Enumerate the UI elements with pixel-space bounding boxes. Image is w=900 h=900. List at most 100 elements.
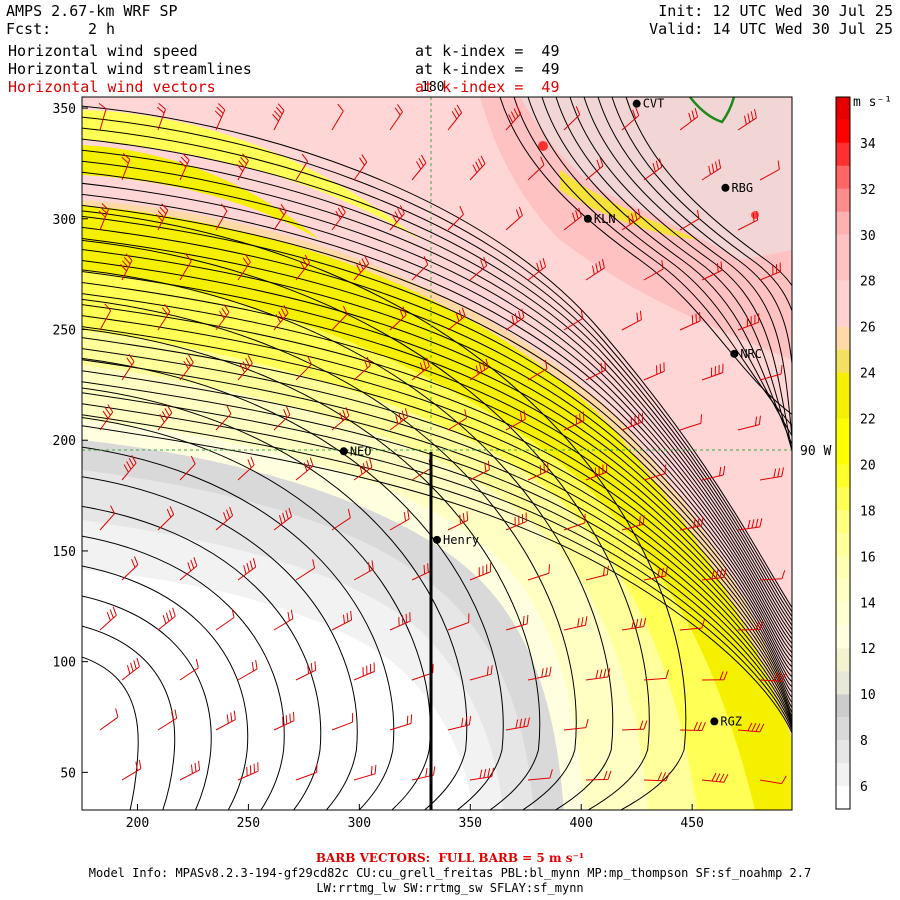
streamline-ne-3 — [541, 97, 792, 446]
colorbar-bin-18 — [836, 326, 850, 350]
wind-barb-117 — [643, 567, 668, 581]
field-name-streamlines: Horizontal wind streamlines — [8, 60, 252, 78]
y-tick-label-3: 200 — [53, 434, 76, 449]
wind-barb-67 — [527, 359, 548, 381]
streamline-arc-14 — [82, 240, 650, 810]
colorbar-bin-3 — [836, 717, 850, 741]
wind-barb-77 — [389, 408, 409, 431]
station-marker-neo — [339, 447, 348, 456]
wind-barb-34 — [679, 209, 700, 231]
colorbar-bin-6 — [836, 648, 850, 672]
wind-barb-13 — [179, 153, 190, 181]
colorbar-bin-17 — [836, 349, 850, 373]
wind-barb-110 — [237, 558, 257, 581]
colorbar-bin-14 — [836, 464, 850, 488]
wind-barb-66 — [469, 358, 489, 381]
init-time: Init: 12 UTC Wed 30 Jul 25 — [658, 2, 893, 20]
streamline-arc-0 — [82, 656, 139, 810]
wind-barb-59 — [737, 313, 760, 331]
x-tick-label-0: 200 — [126, 816, 149, 831]
wind-barb-11 — [737, 109, 757, 131]
colorbar-bin-21 — [836, 211, 850, 235]
wind-barb-98 — [215, 506, 234, 531]
field-level-speed: at k-index = 49 — [415, 42, 560, 60]
streamline-flow-12 — [82, 237, 792, 663]
streamline-arc-6 — [82, 476, 358, 810]
wind-barb-112 — [353, 560, 374, 581]
streamline-ne-8 — [611, 97, 792, 313]
colorbar-bin-4 — [836, 694, 850, 718]
wind-barb-111 — [295, 559, 315, 581]
stations: CVT RBG KLN NRC NEO Henry RGZ — [339, 97, 762, 728]
wind-barb-39 — [295, 254, 311, 281]
wind-barb-106 — [679, 516, 704, 531]
colorbar-bin-11 — [836, 533, 850, 557]
wind-barb-62 — [237, 355, 253, 381]
wind-barb-104 — [563, 513, 586, 531]
x-tick-label-4: 400 — [569, 816, 592, 831]
wind-barb-126 — [447, 613, 470, 631]
streamline-flow-2 — [82, 127, 792, 618]
wind-barb-137 — [411, 663, 434, 681]
speed-band-6 — [82, 570, 473, 810]
wind-barb-6 — [447, 104, 463, 131]
streamline-flow-3 — [82, 138, 792, 622]
x-tick-label-3: 350 — [459, 816, 482, 831]
colorbar-bin-0 — [836, 786, 850, 809]
wind-barb-16 — [353, 154, 368, 181]
streamline-arc-1 — [82, 625, 176, 810]
streamline-ne-5 — [569, 97, 792, 455]
streamline-flow-29 — [82, 425, 792, 735]
wind-barb-157 — [179, 760, 201, 781]
colorbar-bin-7 — [836, 625, 850, 649]
wind-barb-24 — [98, 203, 109, 231]
wind-barb-35 — [737, 211, 759, 231]
colorbar-bin-19 — [836, 280, 850, 327]
wind-barb-86 — [237, 456, 255, 481]
wind-barb-45 — [643, 260, 664, 281]
wind-barb-37 — [179, 253, 192, 281]
wind-barb-139 — [527, 666, 552, 681]
streamline-flow-1 — [82, 116, 792, 613]
streamline-arc-3 — [82, 565, 249, 810]
wind-barb-48 — [99, 303, 112, 331]
x-tick-label-2: 300 — [348, 816, 371, 831]
wind-barb-50 — [215, 304, 230, 331]
streamline-ne-6 — [583, 97, 792, 442]
wind-barb-46 — [701, 261, 723, 281]
wind-barb-44 — [585, 258, 605, 281]
wind-barb-76 — [331, 407, 350, 431]
wind-barb-60 — [121, 354, 135, 381]
colorbar-label-7: 20 — [860, 458, 876, 473]
wind-barb-8 — [563, 106, 581, 131]
station-marker-kln — [583, 214, 592, 223]
wind-barb-125 — [389, 612, 411, 631]
y-tick-label-6: 50 — [60, 766, 76, 781]
y-tick-label-2: 250 — [53, 324, 76, 339]
wind-barb-27 — [273, 204, 287, 231]
wind-barb-41 — [411, 256, 429, 281]
streamline-arc-10 — [82, 358, 504, 810]
wind-barb-149 — [389, 714, 413, 731]
wind-barb-1 — [156, 103, 166, 131]
y-tick-label-1: 300 — [53, 213, 76, 228]
wind-barb-123 — [273, 609, 294, 631]
model-info: Model Info: MPASv8.2.3-194-gf29cd82c CU:… — [88, 866, 812, 880]
field-level-streamlines: at k-index = 49 — [415, 60, 560, 78]
field-name-vectors: Horizontal wind vectors — [8, 78, 216, 96]
wind-barb-127 — [505, 614, 529, 631]
wind-barb-21 — [643, 158, 663, 181]
model-title: AMPS 2.67-km WRF SP — [6, 2, 178, 20]
wind-barb-146 — [215, 710, 236, 731]
wind-barb-109 — [179, 557, 198, 581]
colorbar-bin-20 — [836, 234, 850, 281]
wind-barb-107 — [737, 518, 763, 531]
wind-barb-97 — [157, 506, 175, 531]
wind-barb-42 — [469, 256, 488, 281]
wind-barb-136 — [353, 662, 375, 681]
wind-barb-49 — [157, 303, 171, 331]
colorbar-label-2: 30 — [860, 229, 876, 244]
forecast-label: Fcst: — [6, 20, 52, 38]
wind-barb-150 — [447, 715, 472, 731]
speed-band-ne-yellow — [560, 170, 700, 240]
